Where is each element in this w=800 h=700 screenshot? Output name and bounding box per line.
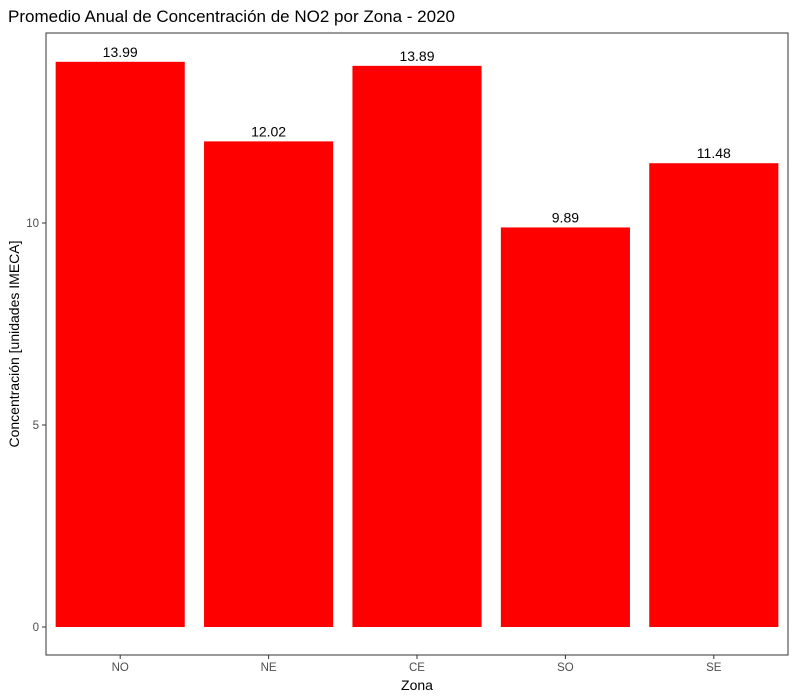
chart-title: Promedio Anual de Concentración de NO2 p… — [8, 7, 455, 26]
bar-value-label: 13.99 — [103, 44, 138, 60]
bar-no — [55, 61, 185, 628]
x-tick-label: NE — [261, 662, 277, 674]
bar-so — [500, 227, 630, 627]
y-tick-label: 0 — [33, 622, 39, 634]
bar-value-label: 13.89 — [399, 48, 434, 64]
bar-ne — [204, 141, 334, 627]
bar-value-label: 11.48 — [697, 145, 731, 161]
y-axis-title: Concentración [unidades IMECA] — [6, 241, 22, 448]
x-tick-label: SO — [557, 662, 574, 674]
y-tick-label: 5 — [33, 420, 39, 432]
bar-value-label: 12.02 — [251, 123, 286, 139]
x-axis-ticks: NO NE CE SO SE — [112, 655, 722, 674]
y-tick-label: 10 — [26, 218, 39, 230]
x-axis-title: Zona — [401, 677, 433, 693]
x-tick-label: SE — [706, 662, 722, 674]
bar-se — [649, 163, 779, 627]
bar-value-label: 9.89 — [552, 209, 579, 225]
y-axis-ticks: 0 5 10 — [26, 218, 46, 634]
bars-group — [55, 61, 779, 628]
bar-ce — [352, 65, 482, 628]
bar-labels-group: 13.99 12.02 13.89 9.89 11.48 — [103, 44, 731, 226]
x-tick-label: CE — [409, 662, 425, 674]
x-tick-label: NO — [112, 662, 129, 674]
